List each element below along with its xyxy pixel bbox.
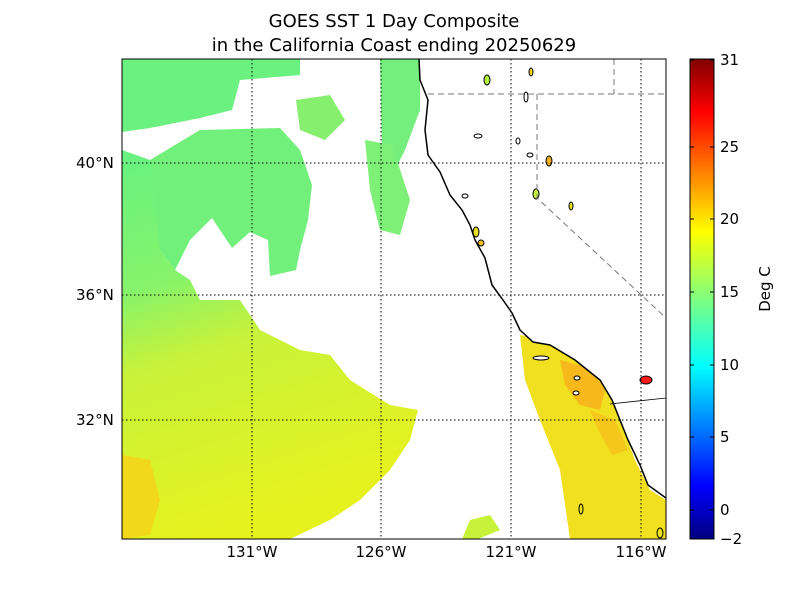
colorbar (689, 58, 715, 540)
colorbar-tick-31: 31 (720, 51, 740, 69)
lon-label-116w: 116°W (615, 543, 667, 561)
colorbar-tick-20: 20 (720, 210, 740, 228)
inland-lakes (461, 67, 664, 539)
sst-patch-north-central (148, 128, 312, 276)
plot-frame (121, 58, 667, 540)
sst-patch-south-coast (462, 515, 500, 539)
colorbar-tick-minus-2: −2 (720, 530, 743, 548)
lon-label-126w: 126°W (355, 543, 407, 561)
state-borders (428, 59, 666, 319)
sst-main-body (122, 150, 418, 539)
sst-socal-hot (560, 360, 605, 410)
lat-label-32n: 32°N (76, 411, 114, 429)
colorbar-tick-5: 5 (720, 428, 730, 446)
sst-patch-offshore-a (296, 95, 345, 140)
international-border (609, 397, 666, 405)
coastline (418, 59, 666, 499)
sst-socal-bight (520, 335, 666, 539)
lat-label-40n: 40°N (76, 154, 114, 172)
lon-label-121w: 121°W (485, 543, 537, 561)
lon-label-131w: 131°W (226, 543, 278, 561)
colorbar-tick-15: 15 (720, 283, 740, 301)
graticule (122, 59, 666, 539)
colorbar-tick-10: 10 (720, 356, 740, 374)
lat-label-36n: 36°N (76, 286, 114, 304)
sst-patch-northwest (122, 59, 300, 132)
colorbar-tick-0: 0 (720, 501, 730, 519)
map-title-line-1: GOES SST 1 Day Composite (268, 11, 520, 32)
colorbar-tick-25: 25 (720, 138, 740, 156)
land-mask (419, 59, 666, 498)
map-title-line-2: in the California Coast ending 20250629 (211, 35, 577, 56)
sst-patch-coastal-mid (365, 140, 410, 235)
sst-socal-warm (590, 410, 628, 455)
colorbar-label: Deg C (755, 266, 774, 312)
sst-warm-corner (122, 455, 160, 539)
sst-field (122, 59, 666, 539)
sst-patch-coastal-north (380, 59, 420, 170)
colorbar-tick-marks (690, 59, 714, 511)
